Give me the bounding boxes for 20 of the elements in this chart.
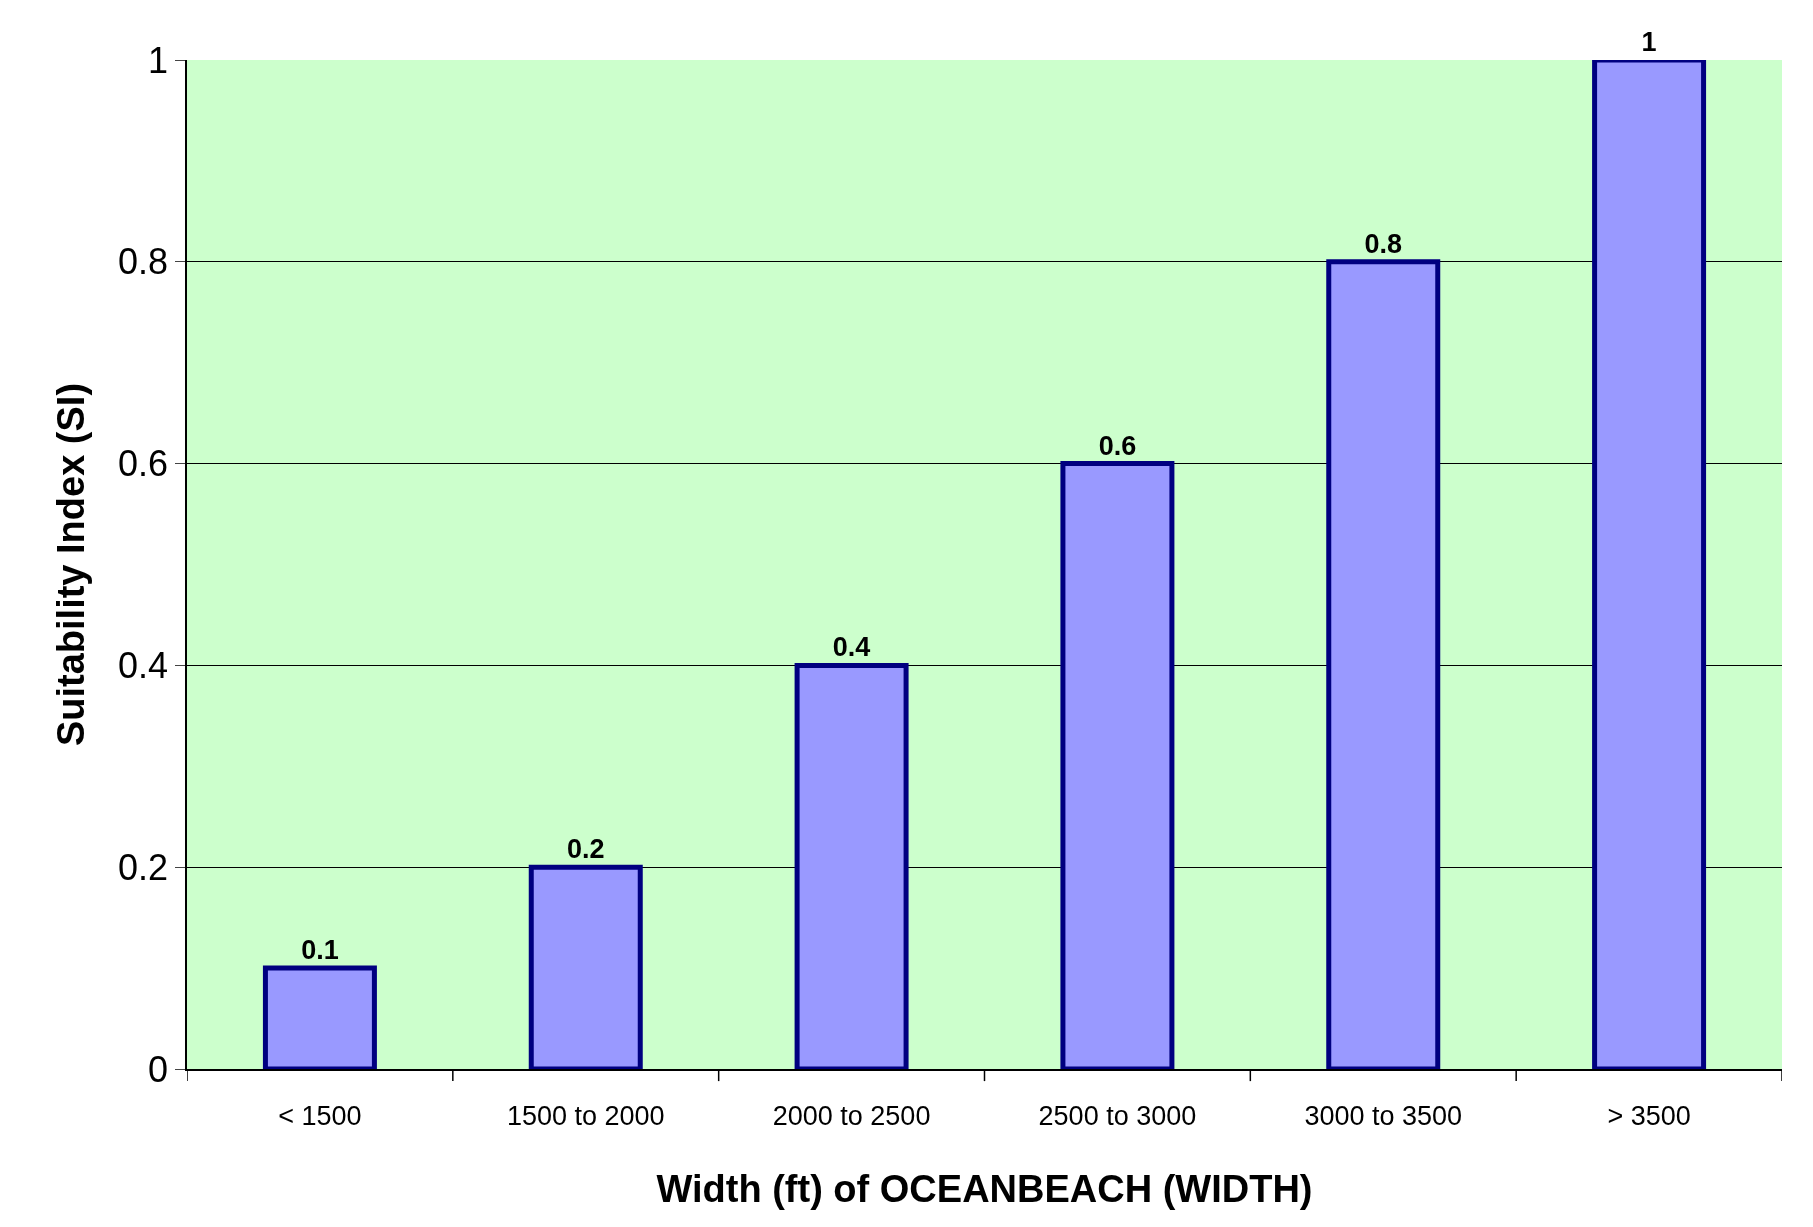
x-tick-label: 3000 to 3500 — [1304, 1101, 1463, 1132]
x-tick-label: 1500 to 2000 — [506, 1101, 665, 1132]
data-label: 0.2 — [566, 834, 605, 865]
y-tick-label: 0.6 — [118, 443, 169, 485]
x-tick-label: > 3500 — [1607, 1101, 1691, 1132]
data-label: 0.1 — [301, 935, 339, 966]
data-label: 0.8 — [1364, 228, 1403, 259]
data-label: 0.4 — [832, 632, 871, 663]
x-axis-title: Width (ft) of OCEANBEACH (WIDTH) — [656, 1167, 1313, 1210]
y-tick-label: 0.2 — [118, 846, 169, 888]
x-tick-label: 2000 to 2500 — [772, 1101, 931, 1132]
y-tick-label: 0 — [148, 1048, 169, 1090]
y-tick-label: 0.4 — [118, 645, 169, 686]
data-label: 1 — [1641, 27, 1657, 57]
x-tick-label: 2500 to 3000 — [1038, 1101, 1197, 1132]
y-axis-title: Suitability Index (SI) — [49, 382, 92, 747]
x-tick-label: < 1500 — [278, 1101, 362, 1132]
data-label: 0.6 — [1098, 430, 1137, 461]
y-tick-label: 0.8 — [118, 241, 169, 283]
y-tick-label: 1 — [148, 39, 169, 81]
